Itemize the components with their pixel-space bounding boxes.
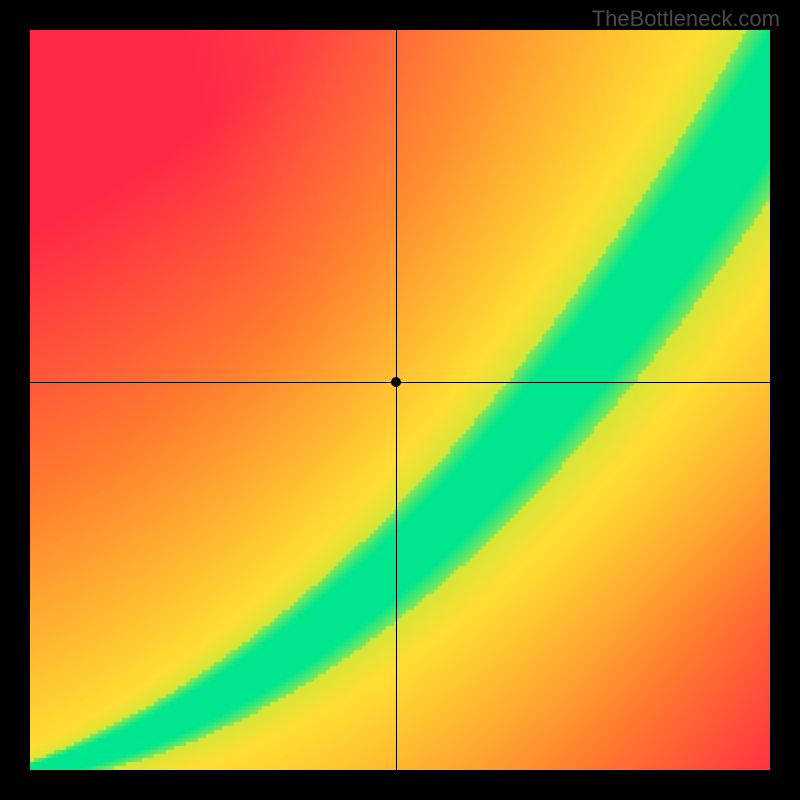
watermark-text: TheBottleneck.com [592, 6, 780, 32]
heatmap-chart [30, 30, 770, 770]
heatmap-canvas [30, 30, 770, 770]
crosshair-marker [391, 377, 401, 387]
crosshair-vertical [396, 30, 397, 770]
